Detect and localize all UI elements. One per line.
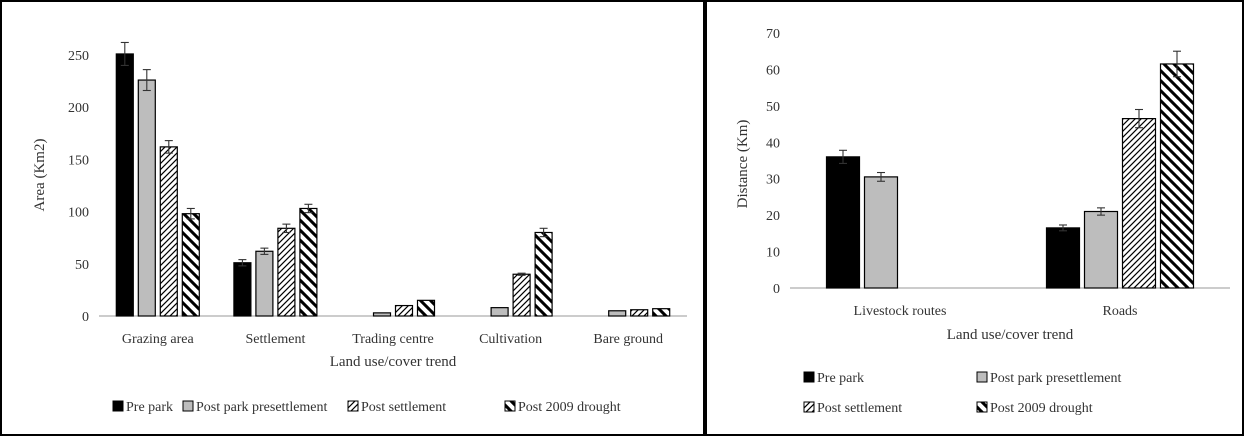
bar-solid-gray <box>863 176 899 289</box>
bar-back-hatch <box>416 299 436 317</box>
legend-swatch-solid-gray <box>976 371 988 383</box>
chart-left-x-axis-label: Land use/cover trend <box>330 354 457 370</box>
x-category-label: Cultivation <box>479 332 542 347</box>
bar-solid-gray <box>372 312 392 317</box>
bar-solid-gray <box>1083 210 1119 289</box>
bar-solid-gray <box>490 307 509 317</box>
y-tick-label: 30 <box>766 173 780 188</box>
legend-label: Post 2009 drought <box>990 401 1093 416</box>
error-bar <box>1173 50 1181 78</box>
chart-left-y-axis-label: Area (Km2) <box>32 139 48 212</box>
bar-forward-hatch <box>394 304 414 317</box>
bar-back-hatch <box>534 231 553 317</box>
legend-label: Post settlement <box>817 401 902 416</box>
bar-forward-hatch <box>1121 118 1157 289</box>
chart-left-legend: Pre park Post park presettlement Post sett… <box>112 400 621 415</box>
error-bar <box>877 171 885 182</box>
y-tick-label: 250 <box>68 49 89 64</box>
bar-back-hatch <box>1159 63 1195 289</box>
legend-swatch-forward-hatch <box>803 401 815 413</box>
legend-label: Post 2009 drought <box>518 400 621 415</box>
bar-solid-gray <box>608 310 627 317</box>
legend-swatch-solid-black <box>803 371 815 383</box>
x-category-label: Roads <box>1103 304 1138 319</box>
x-category-label: Trading centre <box>352 332 434 347</box>
y-tick-label: 40 <box>766 136 780 151</box>
y-tick-label: 0 <box>773 282 780 297</box>
bar-back-hatch <box>652 308 671 317</box>
y-tick-label: 100 <box>68 206 89 221</box>
error-bar <box>1135 108 1143 129</box>
error-bar <box>282 223 291 234</box>
legend-label: Post settlement <box>361 400 446 415</box>
error-bar <box>1059 224 1067 232</box>
legend-label: Post park presettlement <box>196 400 328 415</box>
bar-back-hatch <box>299 207 318 317</box>
y-tick-label: 60 <box>766 63 780 78</box>
legend-swatch-solid-black <box>112 400 124 412</box>
chart-right-legend: Pre park Post park presettlement Post sett… <box>803 371 1122 416</box>
error-bar <box>186 207 195 220</box>
bar-solid-black <box>115 53 134 317</box>
bar-solid-gray <box>255 250 274 317</box>
bar-solid-gray <box>137 79 156 317</box>
y-tick-label: 50 <box>766 100 780 115</box>
y-tick-label: 200 <box>68 101 89 116</box>
y-tick-label: 70 <box>766 27 780 42</box>
x-category-label: Livestock routes <box>854 304 947 319</box>
bar-solid-black <box>825 156 861 289</box>
error-bar <box>539 227 548 238</box>
error-bar <box>839 149 847 164</box>
legend-swatch-solid-gray <box>182 400 194 412</box>
legend-swatch-back-hatch <box>976 401 988 413</box>
legend-label: Pre park <box>126 400 173 415</box>
error-bar <box>304 203 313 214</box>
error-bar <box>260 247 269 255</box>
y-tick-label: 50 <box>75 258 89 273</box>
error-bar <box>164 140 173 154</box>
bar-back-hatch <box>181 213 200 317</box>
chart-right-y-axis-label: Distance (Km) <box>735 120 751 209</box>
y-tick-label: 10 <box>766 246 780 261</box>
chart-right: 0 10 20 30 40 50 60 70 Livestock routes Roads Di… <box>705 0 1244 436</box>
bar-solid-black <box>1045 227 1081 289</box>
chart-right-x-axis-label: Land use/cover trend <box>947 327 1074 343</box>
bar-forward-hatch <box>512 273 531 317</box>
error-bar <box>1097 207 1105 216</box>
x-category-label: Bare ground <box>593 332 663 347</box>
y-tick-label: 150 <box>68 153 89 168</box>
error-bar <box>238 259 247 267</box>
legend-label: Pre park <box>817 371 864 386</box>
bar-forward-hatch <box>630 309 649 317</box>
legend-swatch-forward-hatch <box>347 400 359 412</box>
legend-swatch-back-hatch <box>504 400 516 412</box>
bar-solid-black <box>233 262 252 317</box>
x-category-label: Grazing area <box>122 332 195 347</box>
legend-label: Post park presettlement <box>990 371 1122 386</box>
chart-left: 0 50 100 150 200 250 Grazing area Settlement Tr… <box>0 0 705 436</box>
bar-forward-hatch <box>159 146 178 317</box>
error-bar <box>142 69 151 92</box>
error-bar <box>120 41 129 66</box>
y-tick-label: 20 <box>766 209 780 224</box>
y-tick-label: 0 <box>82 310 89 325</box>
error-bar <box>517 272 526 276</box>
bar-forward-hatch <box>277 227 296 317</box>
x-category-label: Settlement <box>245 332 305 347</box>
